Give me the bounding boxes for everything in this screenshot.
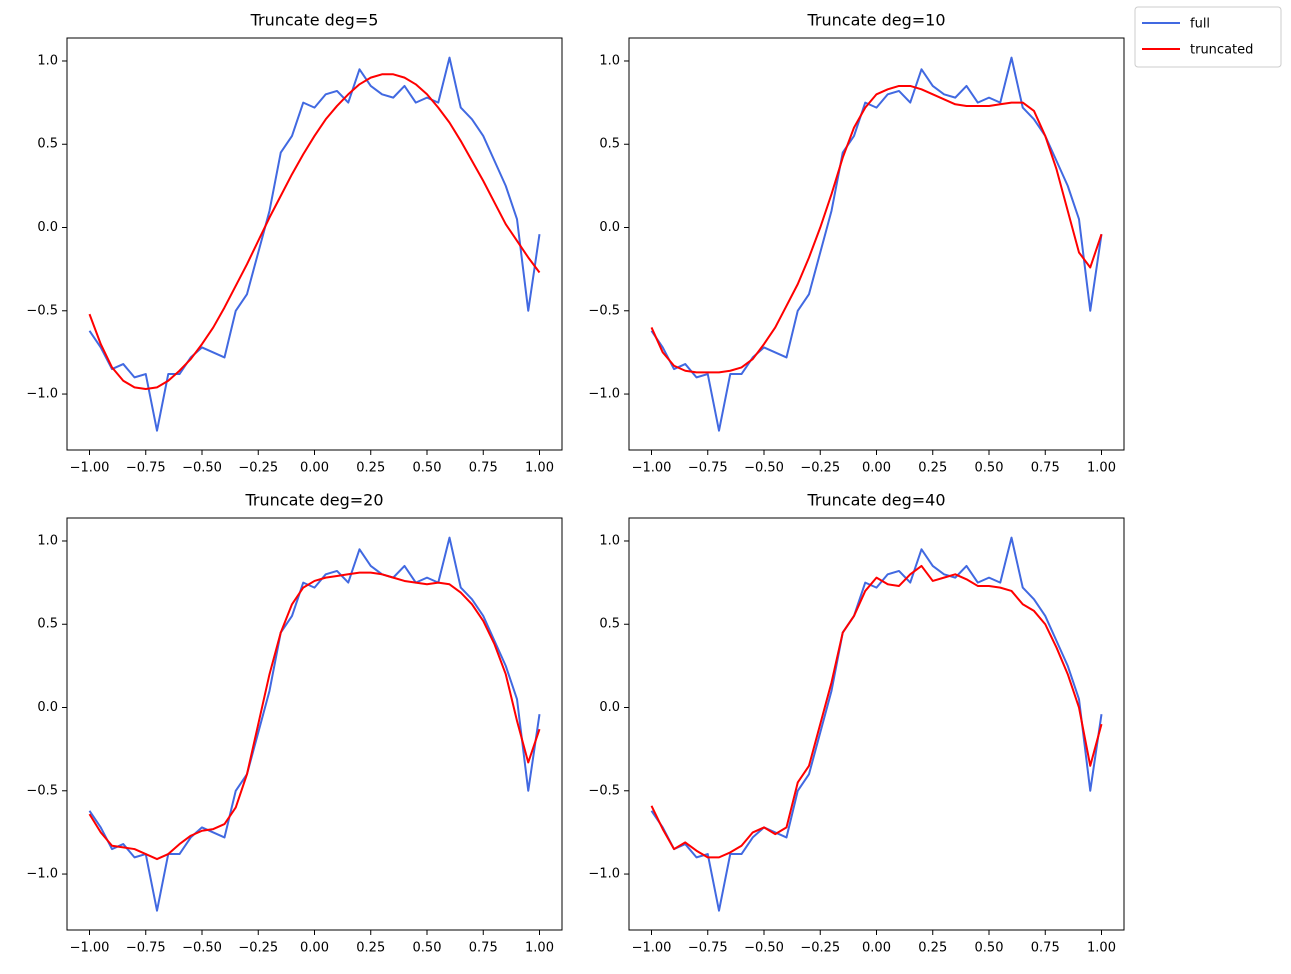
x-tick-label: −0.50: [182, 941, 222, 956]
x-tick-label: −0.25: [238, 461, 278, 476]
axes-frame: [628, 37, 1125, 451]
chart-title: Truncate deg=20: [244, 491, 383, 510]
x-tick-label: −1.00: [632, 461, 672, 476]
y-tick-label: −0.5: [26, 303, 58, 318]
x-tick-label: −0.50: [744, 461, 784, 476]
chart-title: Truncate deg=5: [250, 11, 379, 30]
y-tick-label: −1.0: [588, 867, 620, 882]
x-tick-label: −0.50: [182, 461, 222, 476]
axes-frame: [66, 37, 563, 451]
x-tick-label: −0.25: [800, 941, 840, 956]
axes-frame: [66, 517, 563, 931]
axes-frame: [628, 517, 1125, 931]
x-tick-label: 0.25: [356, 941, 385, 956]
y-tick-label: 0.0: [37, 220, 58, 235]
x-tick-label: 0.00: [862, 461, 891, 476]
x-tick-label: −1.00: [70, 941, 110, 956]
y-tick-label: 0.0: [599, 220, 620, 235]
legend-label: truncated: [1190, 43, 1253, 58]
x-tick-label: 0.00: [300, 461, 329, 476]
x-tick-label: −1.00: [70, 461, 110, 476]
x-tick-label: 0.00: [862, 941, 891, 956]
x-tick-label: 0.00: [300, 941, 329, 956]
x-tick-label: −0.75: [126, 941, 166, 956]
x-tick-label: −0.75: [688, 941, 728, 956]
y-tick-label: 1.0: [599, 533, 620, 548]
series-line: [650, 536, 1103, 912]
series-line: [88, 56, 541, 432]
y-tick-label: −1.0: [26, 387, 58, 402]
x-tick-label: 1.00: [1087, 461, 1116, 476]
y-tick-label: 1.0: [37, 533, 58, 548]
y-tick-label: 0.5: [599, 137, 620, 152]
x-tick-label: −0.75: [688, 461, 728, 476]
x-tick-label: −0.25: [800, 461, 840, 476]
x-tick-label: 0.50: [975, 461, 1004, 476]
y-tick-label: −0.5: [588, 783, 620, 798]
x-tick-label: 1.00: [525, 941, 554, 956]
series-line: [88, 536, 541, 912]
x-tick-label: 0.50: [413, 461, 442, 476]
y-tick-label: 0.5: [37, 617, 58, 632]
y-tick-label: 1.0: [37, 53, 58, 68]
y-tick-label: 0.5: [599, 617, 620, 632]
x-tick-label: 0.50: [413, 941, 442, 956]
x-tick-label: 0.75: [469, 941, 498, 956]
x-tick-label: −0.25: [238, 941, 278, 956]
x-tick-label: −1.00: [632, 941, 672, 956]
chart-title: Truncate deg=40: [806, 491, 945, 510]
series-line: [650, 84, 1103, 374]
y-tick-label: 0.0: [37, 700, 58, 715]
x-tick-label: 0.75: [1031, 941, 1060, 956]
series-line: [650, 564, 1103, 859]
x-tick-label: 0.50: [975, 941, 1004, 956]
y-tick-label: 0.5: [37, 137, 58, 152]
x-tick-label: 1.00: [1087, 941, 1116, 956]
x-tick-label: −0.75: [126, 461, 166, 476]
y-tick-label: 1.0: [599, 53, 620, 68]
x-tick-label: −0.50: [744, 941, 784, 956]
chart-title: Truncate deg=10: [806, 11, 945, 30]
y-tick-label: 0.0: [599, 700, 620, 715]
x-tick-label: 0.25: [918, 461, 947, 476]
series-line: [88, 73, 541, 391]
y-tick-label: −1.0: [588, 387, 620, 402]
y-tick-label: −0.5: [588, 303, 620, 318]
series-line: [88, 571, 541, 861]
y-tick-label: −1.0: [26, 867, 58, 882]
x-tick-label: 0.25: [356, 461, 385, 476]
x-tick-label: 0.25: [918, 941, 947, 956]
series-line: [650, 56, 1103, 432]
x-tick-label: 1.00: [525, 461, 554, 476]
x-tick-label: 0.75: [1031, 461, 1060, 476]
x-tick-label: 0.75: [469, 461, 498, 476]
y-tick-label: −0.5: [26, 783, 58, 798]
legend-label: full: [1190, 17, 1210, 32]
